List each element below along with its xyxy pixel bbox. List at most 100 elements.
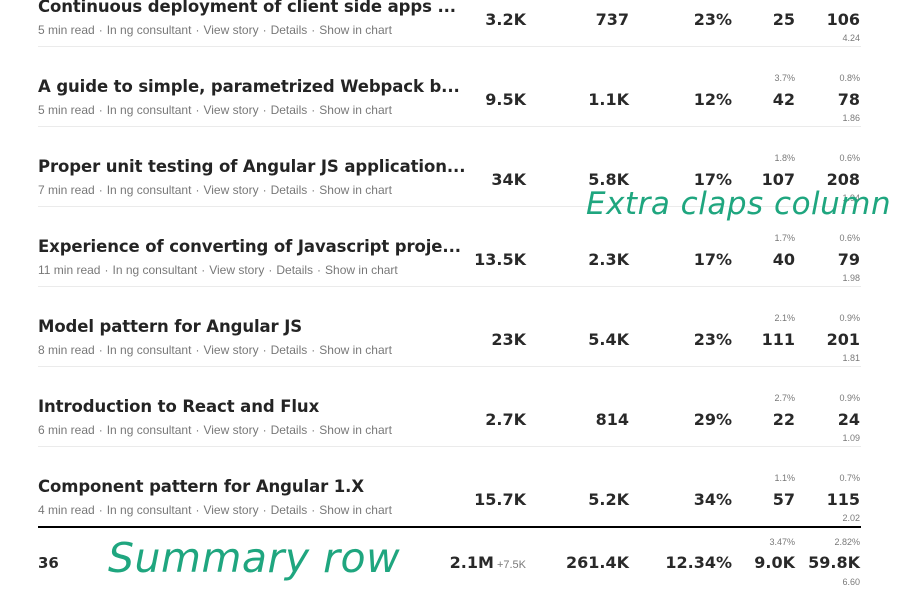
read-ratio: 23%	[693, 10, 732, 29]
meta-separator: ·	[311, 183, 316, 197]
meta-separator: ·	[311, 23, 316, 37]
meta-separator: ·	[195, 183, 200, 197]
details-link[interactable]: Details	[276, 263, 314, 277]
reads-count: 2.3K	[588, 250, 629, 269]
meta-separator: ·	[104, 263, 109, 277]
claps-pct: 0.9%	[839, 393, 860, 403]
details-link[interactable]: Details	[270, 343, 308, 357]
claps-count: 79	[837, 250, 860, 269]
claps-per-fan: 1.86	[842, 113, 860, 123]
claps-count: 115	[826, 490, 860, 509]
details-link[interactable]: Details	[270, 183, 308, 197]
view-story-link[interactable]: View story	[203, 343, 259, 357]
fans-pct: 1.1%	[774, 473, 795, 483]
summary-claps-pct: 2.82%	[834, 537, 860, 547]
meta-separator: ·	[311, 103, 316, 117]
summary-views: 2.1M +7.5K	[450, 553, 526, 572]
show-in-chart-link[interactable]: Show in chart	[319, 503, 392, 517]
read-time: 6 min read	[38, 423, 95, 437]
story-title[interactable]: Model pattern for Angular JS	[38, 317, 303, 336]
details-link[interactable]: Details	[270, 23, 308, 37]
meta-separator: ·	[98, 183, 103, 197]
summary-story-count: 36	[38, 554, 59, 572]
story-title[interactable]: Experience of converting of Javascript p…	[38, 237, 461, 256]
publication-link[interactable]: In ng consultant	[106, 183, 192, 197]
story-title[interactable]: A guide to simple, parametrized Webpack …	[38, 77, 460, 96]
details-link[interactable]: Details	[270, 103, 308, 117]
reads-count: 1.1K	[588, 90, 629, 109]
view-story-link[interactable]: View story	[203, 503, 259, 517]
row-separator	[38, 206, 861, 207]
views-count: 13.5K	[474, 250, 526, 269]
view-story-link[interactable]: View story	[203, 103, 259, 117]
meta-separator: ·	[311, 343, 316, 357]
story-meta: 8 min read · In ng consultant · View story · D…	[38, 343, 392, 357]
meta-separator: ·	[262, 103, 267, 117]
show-in-chart-link[interactable]: Show in chart	[319, 103, 392, 117]
fans-pct: 1.8%	[774, 153, 795, 163]
views-count: 9.5K	[485, 90, 526, 109]
summary-reads: 261.4K	[565, 553, 629, 572]
meta-separator: ·	[98, 423, 103, 437]
claps-pct: 0.9%	[839, 313, 860, 323]
fans-count: 25	[772, 10, 795, 29]
publication-link[interactable]: In ng consultant	[106, 343, 192, 357]
details-link[interactable]: Details	[270, 423, 308, 437]
meta-separator: ·	[262, 183, 267, 197]
story-title[interactable]: Continuous deployment of client side app…	[38, 0, 456, 16]
story-title[interactable]: Proper unit testing of Angular JS applic…	[38, 157, 466, 176]
publication-link[interactable]: In ng consultant	[106, 103, 192, 117]
meta-separator: ·	[201, 263, 206, 277]
read-ratio: 17%	[693, 170, 732, 189]
claps-pct: 0.6%	[839, 233, 860, 243]
views-count: 15.7K	[474, 490, 526, 509]
meta-separator: ·	[195, 423, 200, 437]
story-meta: 5 min read · In ng consultant · View story · D…	[38, 103, 392, 117]
publication-link[interactable]: In ng consultant	[106, 503, 192, 517]
summary-views-delta: +7.5K	[496, 559, 526, 571]
view-story-link[interactable]: View story	[203, 423, 259, 437]
fans-count: 57	[772, 490, 795, 509]
show-in-chart-link[interactable]: Show in chart	[319, 423, 392, 437]
meta-separator: ·	[195, 503, 200, 517]
show-in-chart-link[interactable]: Show in chart	[319, 183, 392, 197]
details-link[interactable]: Details	[270, 503, 308, 517]
read-time: 7 min read	[38, 183, 95, 197]
meta-separator: ·	[317, 263, 322, 277]
meta-separator: ·	[98, 343, 103, 357]
meta-separator: ·	[311, 423, 316, 437]
view-story-link[interactable]: View story	[203, 23, 259, 37]
story-title[interactable]: Component pattern for Angular 1.X	[38, 477, 364, 496]
claps-count: 208	[826, 170, 860, 189]
fans-pct: 2.1%	[774, 313, 795, 323]
claps-per-fan: 1.09	[842, 433, 860, 443]
claps-count: 106	[826, 10, 860, 29]
table-row: Proper unit testing of Angular JS applic…	[0, 127, 900, 207]
read-time: 8 min read	[38, 343, 95, 357]
read-ratio: 23%	[693, 330, 732, 349]
show-in-chart-link[interactable]: Show in chart	[325, 263, 398, 277]
show-in-chart-link[interactable]: Show in chart	[319, 343, 392, 357]
meta-separator: ·	[268, 263, 273, 277]
publication-link[interactable]: In ng consultant	[112, 263, 198, 277]
view-story-link[interactable]: View story	[209, 263, 265, 277]
read-time: 4 min read	[38, 503, 95, 517]
show-in-chart-link[interactable]: Show in chart	[319, 23, 392, 37]
annotation-extra-claps-column: Extra claps column	[586, 186, 892, 222]
views-count: 34K	[491, 170, 526, 189]
table-row: Component pattern for Angular 1.X 4 min r…	[0, 447, 900, 527]
publication-link[interactable]: In ng consultant	[106, 423, 192, 437]
read-time: 11 min read	[38, 263, 101, 277]
summary-fans-pct: 3.47%	[769, 537, 795, 547]
claps-per-fan: 1.81	[842, 353, 860, 363]
meta-separator: ·	[98, 23, 103, 37]
story-title[interactable]: Introduction to React and Flux	[38, 397, 320, 416]
publication-link[interactable]: In ng consultant	[106, 23, 192, 37]
meta-separator: ·	[262, 503, 267, 517]
claps-pct: 0.8%	[839, 73, 860, 83]
view-story-link[interactable]: View story	[203, 183, 259, 197]
fans-count: 42	[772, 90, 795, 109]
read-ratio: 12%	[693, 90, 732, 109]
meta-separator: ·	[262, 23, 267, 37]
claps-count: 201	[826, 330, 860, 349]
